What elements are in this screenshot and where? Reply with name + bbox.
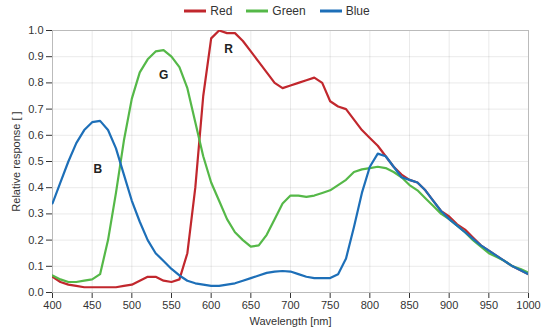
svg-text:0.2: 0.2 (28, 234, 43, 246)
svg-text:0.0: 0.0 (28, 286, 43, 298)
svg-text:550: 550 (162, 299, 180, 311)
svg-text:700: 700 (281, 299, 299, 311)
svg-text:500: 500 (123, 299, 141, 311)
svg-text:0.9: 0.9 (28, 50, 43, 62)
svg-text:800: 800 (361, 299, 379, 311)
svg-text:0.1: 0.1 (28, 260, 43, 272)
svg-text:Wavelength [nm]: Wavelength [nm] (249, 315, 331, 327)
svg-text:0.5: 0.5 (28, 155, 43, 167)
svg-text:1.0: 1.0 (28, 24, 43, 36)
svg-text:400: 400 (43, 299, 61, 311)
html-text:Green: Green (272, 4, 306, 18)
svg-text:Relative response [ ]: Relative response [ ] (10, 111, 22, 211)
svg-text:750: 750 (321, 299, 339, 311)
svg-text:0.4: 0.4 (28, 181, 43, 193)
html-text:Blue: Blue (345, 4, 370, 18)
svg-text:B: B (93, 162, 102, 176)
svg-text:1000: 1000 (516, 299, 540, 311)
svg-text:G: G (159, 68, 168, 82)
svg-text:0.8: 0.8 (28, 76, 43, 88)
svg-text:450: 450 (83, 299, 101, 311)
svg-text:950: 950 (480, 299, 498, 311)
svg-text:0.7: 0.7 (28, 103, 43, 115)
svg-text:0.6: 0.6 (28, 129, 43, 141)
svg-text:R: R (224, 42, 233, 56)
svg-text:0.3: 0.3 (28, 207, 43, 219)
svg-text:850: 850 (400, 299, 418, 311)
svg-text:650: 650 (242, 299, 260, 311)
svg-text:600: 600 (202, 299, 220, 311)
html-text:Red: Red (210, 4, 233, 18)
svg-text:900: 900 (440, 299, 458, 311)
